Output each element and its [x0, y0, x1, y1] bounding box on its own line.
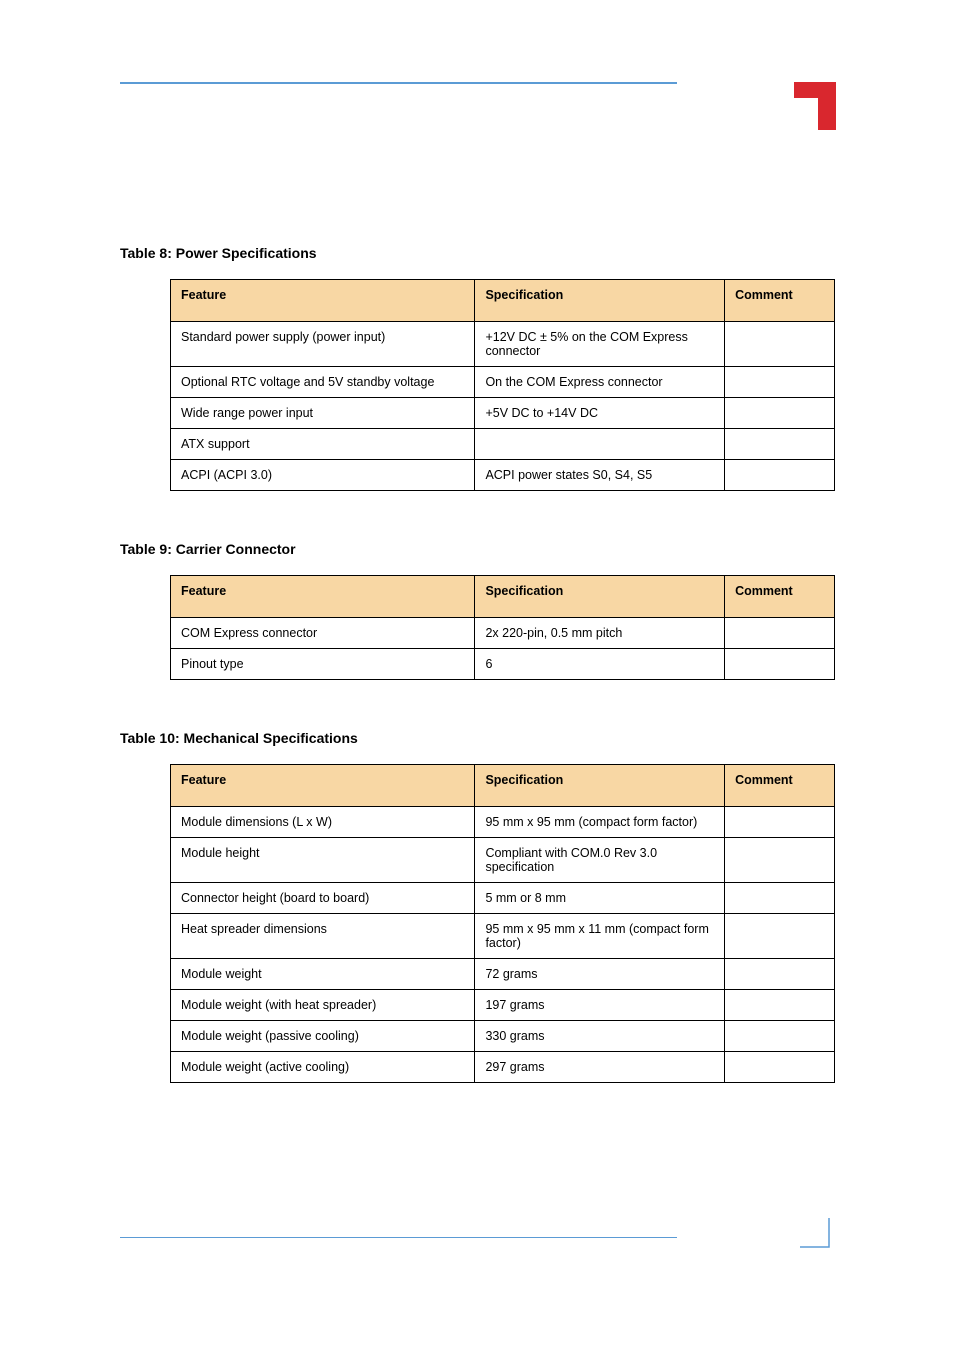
- table-cell: [725, 367, 835, 398]
- table-header-cell: Feature: [171, 576, 475, 618]
- table-cell: +12V DC ± 5% on the COM Express connecto…: [475, 322, 725, 367]
- table-cell: ACPI (ACPI 3.0): [171, 460, 475, 491]
- table-section: Table 10: Mechanical Specifications Featu…: [120, 730, 835, 1083]
- table-cell: On the COM Express connector: [475, 367, 725, 398]
- table-cell: 197 grams: [475, 990, 725, 1021]
- table-header-cell: Feature: [171, 280, 475, 322]
- table-row: Module weight72 grams: [171, 959, 835, 990]
- table-row: Module weight (active cooling)297 grams: [171, 1052, 835, 1083]
- table-cell: 72 grams: [475, 959, 725, 990]
- table-cell: Standard power supply (power input): [171, 322, 475, 367]
- table-cell: +5V DC to +14V DC: [475, 398, 725, 429]
- table-row: ATX support: [171, 429, 835, 460]
- spec-table: FeatureSpecificationCommentModule dimens…: [170, 764, 835, 1083]
- table-cell: 297 grams: [475, 1052, 725, 1083]
- spec-table: FeatureSpecificationCommentCOM Express c…: [170, 575, 835, 680]
- table-row: Wide range power input+5V DC to +14V DC: [171, 398, 835, 429]
- table-cell: [725, 1021, 835, 1052]
- footer-corner-mark: [800, 1218, 830, 1248]
- table-cell: 6: [475, 649, 725, 680]
- table-header-cell: Comment: [725, 765, 835, 807]
- table-cell: Module weight (with heat spreader): [171, 990, 475, 1021]
- section-title: Table 10: Mechanical Specifications: [120, 730, 835, 746]
- header-rule: [120, 82, 677, 84]
- table-row: Pinout type6: [171, 649, 835, 680]
- table-cell: ATX support: [171, 429, 475, 460]
- table-row: Module heightCompliant with COM.0 Rev 3.…: [171, 838, 835, 883]
- table-cell: ACPI power states S0, S4, S5: [475, 460, 725, 491]
- table-row: ACPI (ACPI 3.0)ACPI power states S0, S4,…: [171, 460, 835, 491]
- table-cell: Module weight (active cooling): [171, 1052, 475, 1083]
- footer-rule: [120, 1237, 677, 1239]
- table-cell: Module dimensions (L x W): [171, 807, 475, 838]
- table-cell: Optional RTC voltage and 5V standby volt…: [171, 367, 475, 398]
- table-cell: 95 mm x 95 mm x 11 mm (compact form fact…: [475, 914, 725, 959]
- table-cell: Module height: [171, 838, 475, 883]
- table-cell: [725, 398, 835, 429]
- table-row: Module weight (with heat spreader)197 gr…: [171, 990, 835, 1021]
- table-row: Heat spreader dimensions95 mm x 95 mm x …: [171, 914, 835, 959]
- spec-table: FeatureSpecificationCommentStandard powe…: [170, 279, 835, 491]
- table-header-cell: Comment: [725, 280, 835, 322]
- table-row: COM Express connector2x 220-pin, 0.5 mm …: [171, 618, 835, 649]
- table-section: Table 9: Carrier Connector FeatureSpecifi…: [120, 541, 835, 680]
- table-cell: 330 grams: [475, 1021, 725, 1052]
- table-cell: [725, 429, 835, 460]
- table-header-cell: Feature: [171, 765, 475, 807]
- table-header-cell: Comment: [725, 576, 835, 618]
- table-cell: Compliant with COM.0 Rev 3.0 specificati…: [475, 838, 725, 883]
- table-row: Optional RTC voltage and 5V standby volt…: [171, 367, 835, 398]
- table-cell: Connector height (board to board): [171, 883, 475, 914]
- table-cell: Module weight (passive cooling): [171, 1021, 475, 1052]
- table-cell: Module weight: [171, 959, 475, 990]
- table-cell: [725, 649, 835, 680]
- table-cell: Pinout type: [171, 649, 475, 680]
- table-cell: COM Express connector: [171, 618, 475, 649]
- table-cell: 95 mm x 95 mm (compact form factor): [475, 807, 725, 838]
- table-section: Table 8: Power Specifications FeatureSpec…: [120, 245, 835, 491]
- table-cell: [725, 460, 835, 491]
- section-title: Table 8: Power Specifications: [120, 245, 835, 261]
- table-cell: [725, 838, 835, 883]
- table-cell: 2x 220-pin, 0.5 mm pitch: [475, 618, 725, 649]
- table-row: Connector height (board to board)5 mm or…: [171, 883, 835, 914]
- table-header-cell: Specification: [475, 280, 725, 322]
- table-row: Module weight (passive cooling)330 grams: [171, 1021, 835, 1052]
- table-header-cell: Specification: [475, 576, 725, 618]
- table-header-cell: Specification: [475, 765, 725, 807]
- table-cell: [725, 807, 835, 838]
- table-cell: [725, 959, 835, 990]
- table-row: Standard power supply (power input)+12V …: [171, 322, 835, 367]
- table-cell: [725, 618, 835, 649]
- table-cell: [725, 914, 835, 959]
- table-cell: [725, 1052, 835, 1083]
- table-cell: Heat spreader dimensions: [171, 914, 475, 959]
- table-cell: [725, 883, 835, 914]
- corner-logo: [794, 82, 836, 130]
- table-cell: [725, 322, 835, 367]
- table-cell: [475, 429, 725, 460]
- table-row: Module dimensions (L x W)95 mm x 95 mm (…: [171, 807, 835, 838]
- table-cell: [725, 990, 835, 1021]
- section-title: Table 9: Carrier Connector: [120, 541, 835, 557]
- table-cell: Wide range power input: [171, 398, 475, 429]
- table-cell: 5 mm or 8 mm: [475, 883, 725, 914]
